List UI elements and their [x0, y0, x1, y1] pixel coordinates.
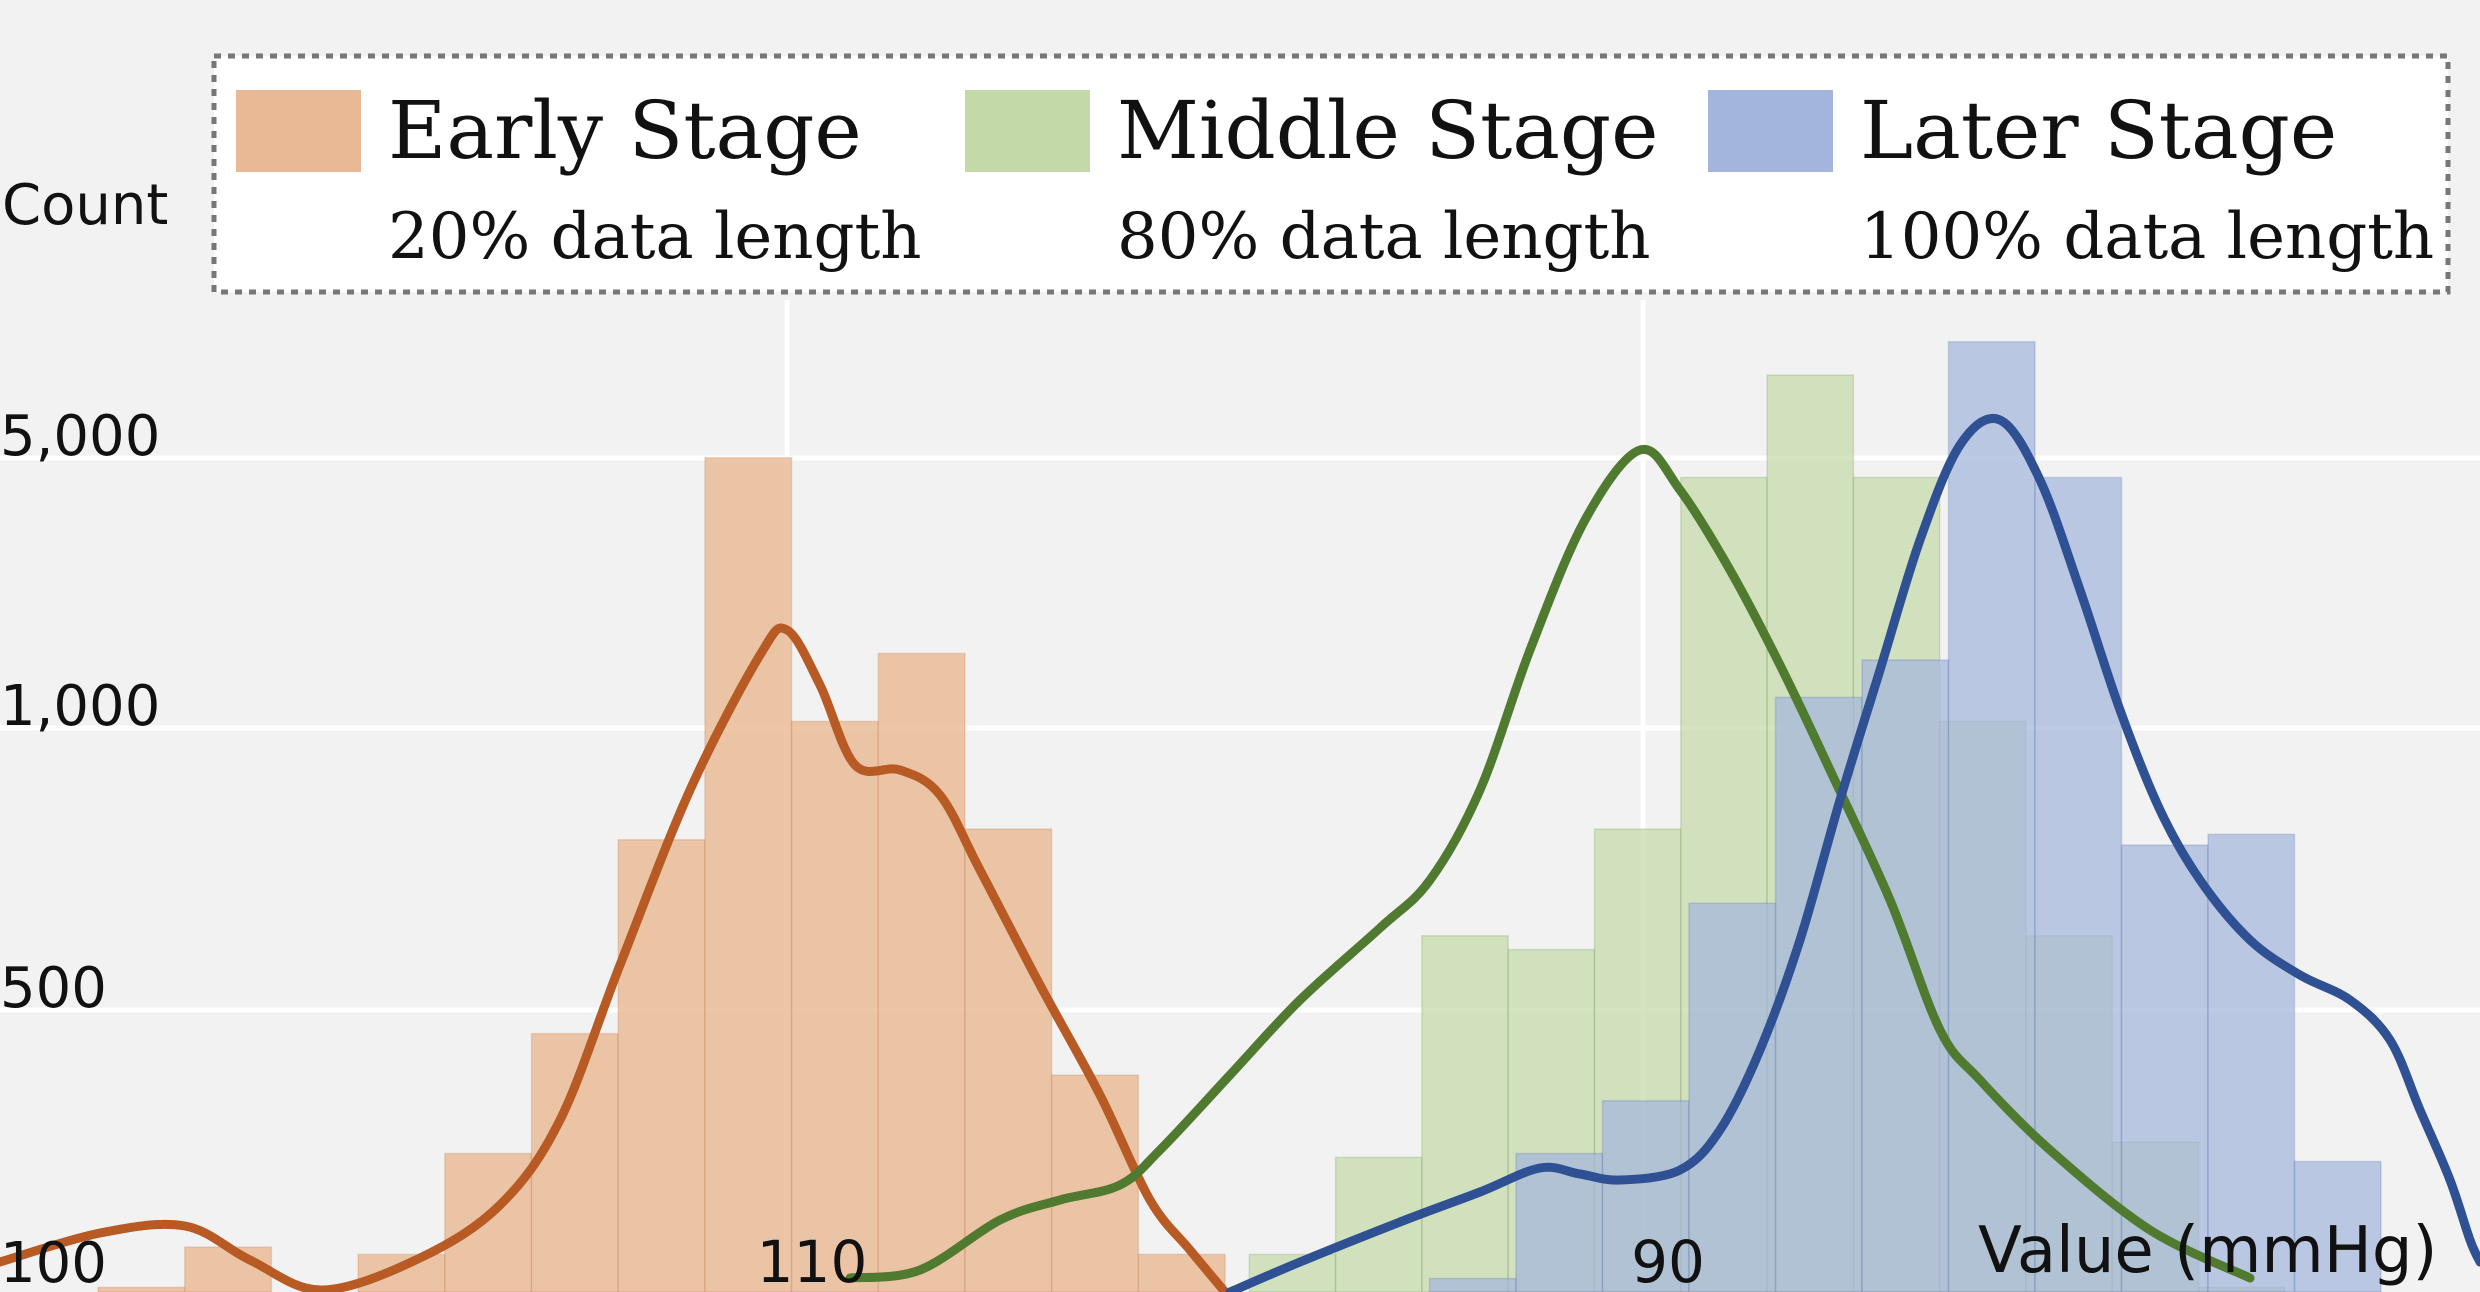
histogram-bar [1334, 1156, 1423, 1292]
histogram-bar [2034, 476, 2123, 1292]
histogram-bar [617, 838, 706, 1292]
y-axis-title: Count [2, 173, 168, 238]
histogram-bar [444, 1152, 533, 1292]
legend-label: Later Stage [1860, 84, 2337, 177]
histogram-bar [964, 828, 1053, 1292]
legend-subtitle: 100% data length [1860, 200, 2434, 274]
axis-labels: Count Value (mmHg) 100 500 1,000 5,000 110 90 [0, 173, 2437, 1292]
histogram-bar [1428, 1277, 1517, 1292]
histogram-bar [704, 456, 793, 1292]
histogram-bar [1421, 935, 1509, 1292]
histogram-bar [877, 652, 966, 1292]
legend-subtitle: 80% data length [1117, 200, 1650, 274]
y-tick-label: 5,000 [0, 404, 160, 469]
histogram-bar [2293, 1160, 2382, 1292]
histogram-bar [1774, 696, 1863, 1292]
kde-curve [1225, 414, 2480, 1292]
y-tick-label: 500 [0, 956, 107, 1021]
kde-curves [0, 414, 2480, 1292]
legend-swatch [965, 90, 1090, 172]
histogram-bar [183, 1246, 273, 1292]
histogram-bar [1601, 1100, 1690, 1292]
legend-swatch [1708, 90, 1833, 172]
legend-label: Early Stage [388, 84, 862, 177]
kde-curve [845, 444, 2255, 1283]
histogram-bar [1688, 902, 1777, 1292]
x-axis-title: Value (mmHg) [1978, 1214, 2437, 1288]
legend-swatch [236, 90, 361, 172]
histogram-bar [1861, 659, 1950, 1292]
histogram-bar [1947, 340, 2036, 1292]
legend-label: Middle Stage [1117, 84, 1658, 177]
legend-subtitle: 20% data length [388, 200, 921, 274]
legend: Early Stage 20% data length Middle Stage 80… [211, 53, 2451, 295]
y-tick-label: 1,000 [0, 674, 160, 739]
x-tick-label: 110 [757, 1228, 868, 1292]
histogram-bar [530, 1032, 619, 1292]
kde-curve [0, 623, 1230, 1292]
histogram-bar [357, 1253, 446, 1292]
y-tick-label: 100 [0, 1231, 107, 1292]
histogram-bar [97, 1286, 186, 1292]
legend-box [211, 53, 2451, 295]
histogram-bar [790, 720, 880, 1292]
x-tick-label: 90 [1631, 1228, 1705, 1292]
